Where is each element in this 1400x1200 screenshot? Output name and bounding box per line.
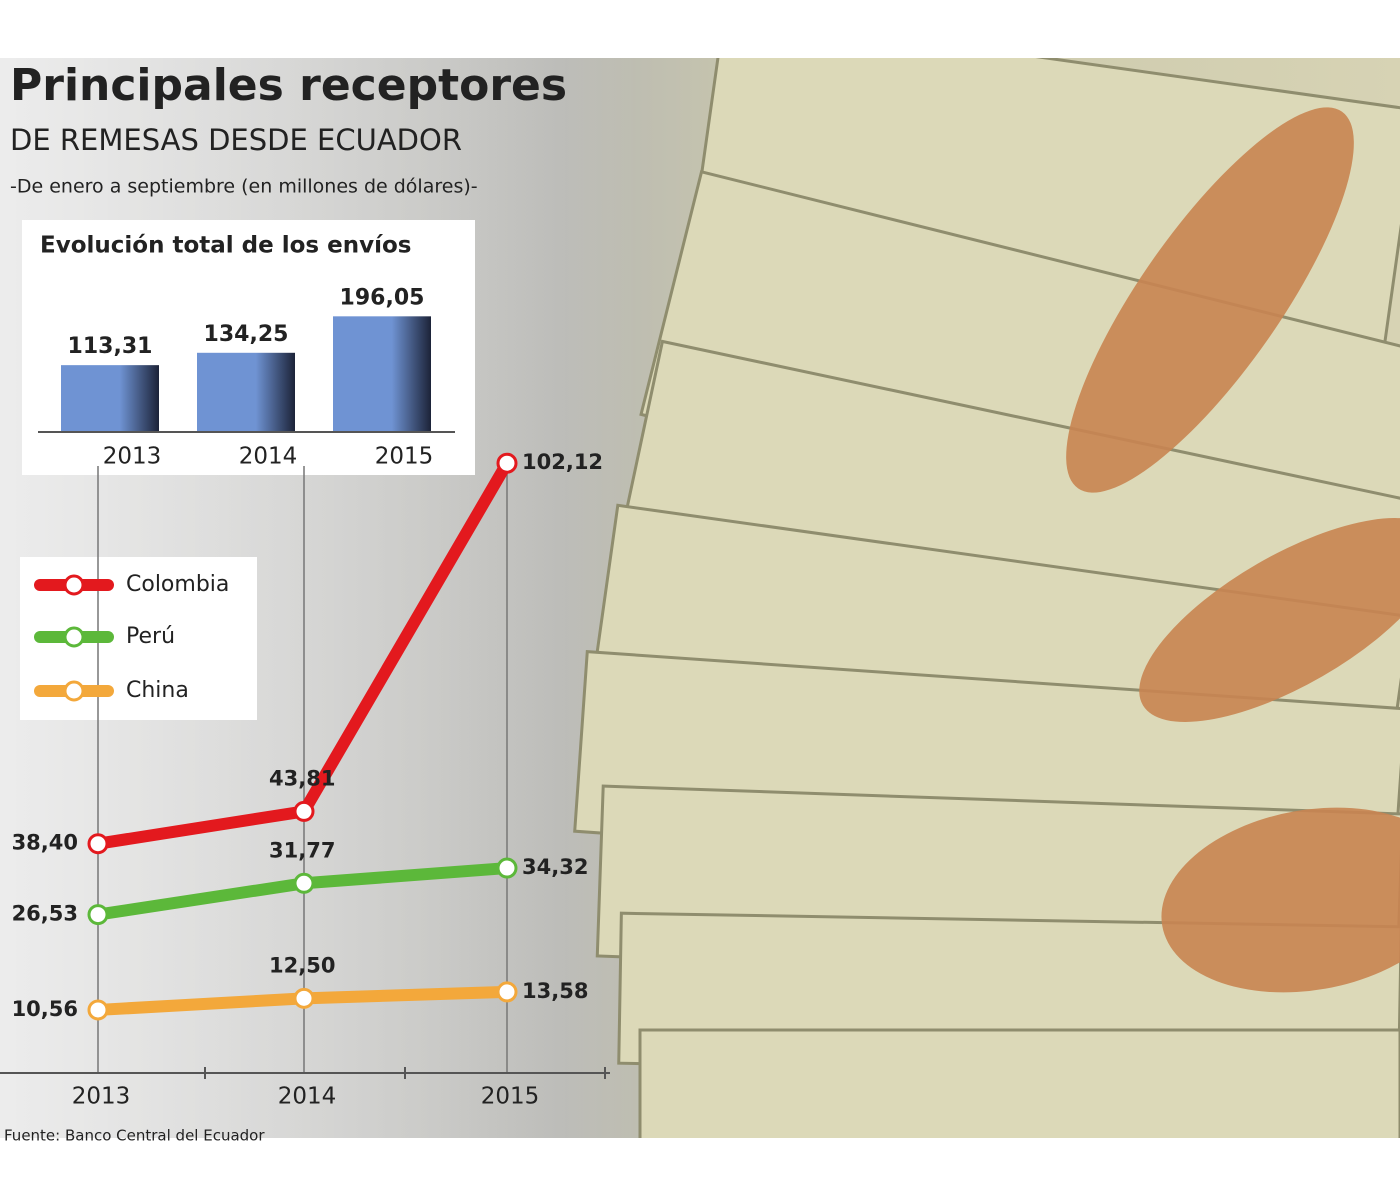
point-marker: [293, 872, 315, 894]
point-value-label: 13,58: [522, 979, 588, 1003]
legend-marker: [63, 680, 85, 702]
point-marker: [87, 999, 109, 1021]
point-value-label: 34,32: [522, 855, 588, 879]
bar-value-label: 113,31: [68, 334, 153, 359]
point-value-label: 31,77: [269, 838, 335, 862]
x-tick-label: 2015: [375, 444, 434, 470]
bar: [61, 365, 159, 432]
x-tick-label: 2015: [481, 1084, 540, 1110]
point-marker: [87, 833, 109, 855]
point-value-label: 102,12: [522, 450, 603, 474]
point-marker: [87, 904, 109, 926]
legend-label: Colombia: [126, 572, 229, 597]
point-value-label: 12,50: [269, 953, 335, 977]
point-value-label: 26,53: [12, 902, 78, 926]
x-tick-label: 2013: [72, 1084, 131, 1110]
point-marker: [496, 452, 518, 474]
point-value-label: 43,81: [269, 766, 335, 790]
bar: [197, 352, 295, 432]
legend-marker: [63, 626, 85, 648]
point-marker: [496, 857, 518, 879]
bar: [333, 316, 431, 432]
bar-value-label: 196,05: [340, 285, 425, 310]
legend-label: Perú: [126, 624, 175, 649]
point-marker: [293, 800, 315, 822]
background-photo: [0, 58, 1400, 1138]
legend-marker: [63, 574, 85, 596]
note: -De enero a septiembre (en millones de d…: [10, 176, 478, 198]
legend-label: China: [126, 678, 189, 703]
subtitle: DE REMESAS DESDE ECUADOR: [10, 123, 462, 157]
bar-value-label: 134,25: [204, 322, 289, 347]
point-marker: [496, 981, 518, 1003]
x-tick-label: 2014: [239, 444, 298, 470]
x-tick-label: 2013: [103, 444, 162, 470]
point-value-label: 38,40: [12, 831, 78, 855]
main-title: Principales receptores: [10, 60, 567, 111]
source: Fuente: Banco Central del Ecuador: [4, 1127, 265, 1145]
point-value-label: 10,56: [12, 997, 78, 1021]
bar-chart-title: Evolución total de los envíos: [40, 233, 411, 259]
point-marker: [293, 987, 315, 1009]
x-tick-label: 2014: [278, 1084, 337, 1110]
